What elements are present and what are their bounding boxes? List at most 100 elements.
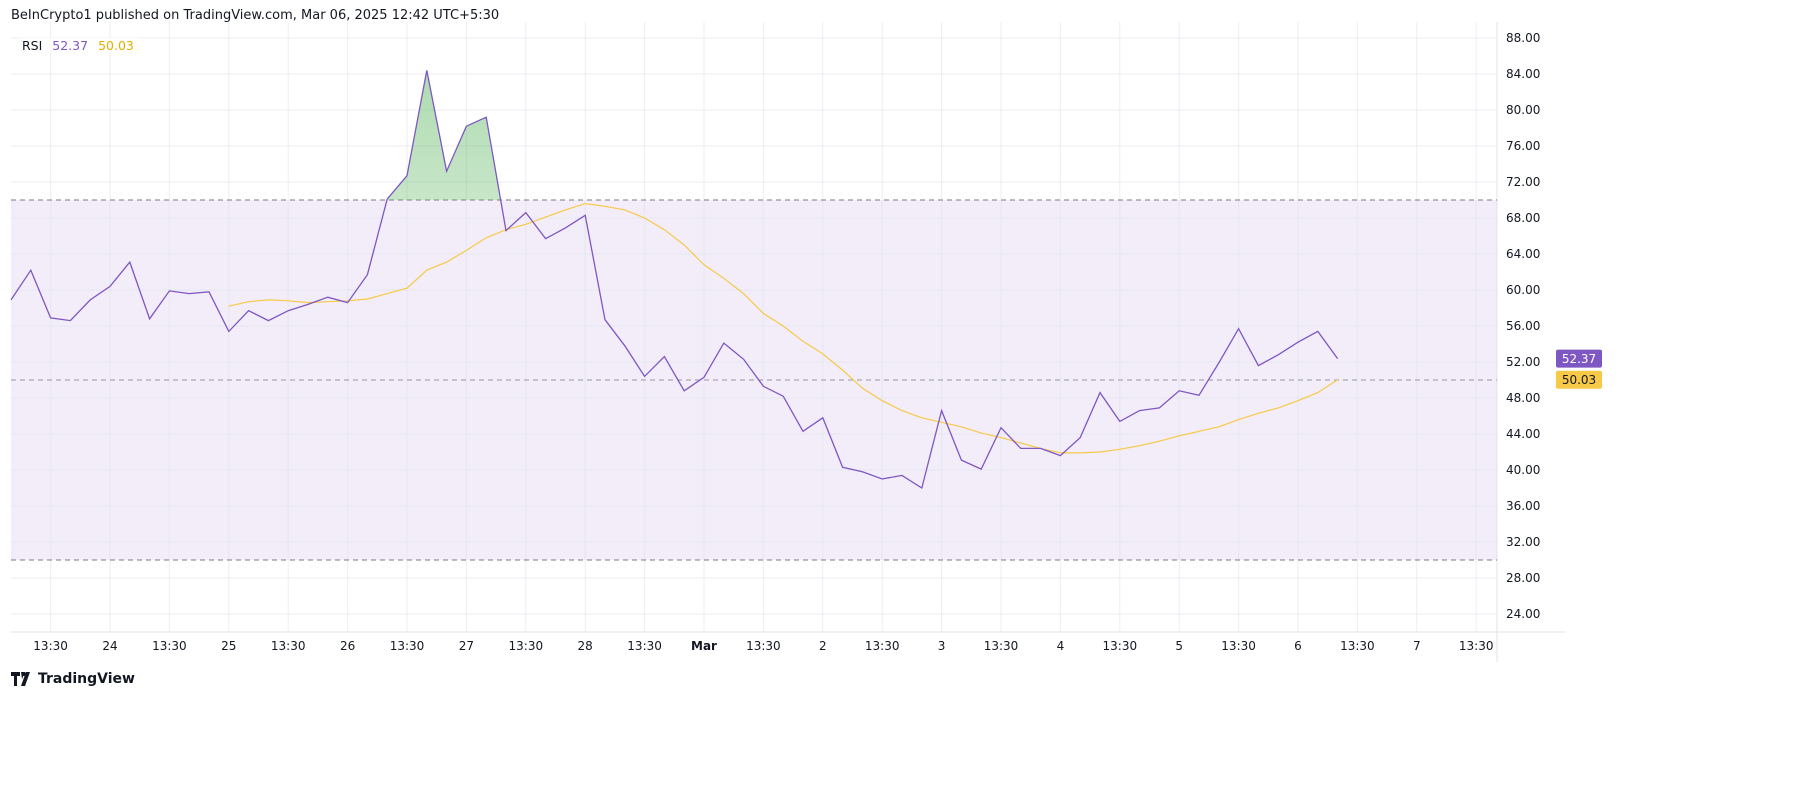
legend-name: RSI	[22, 38, 43, 53]
rsi-point	[583, 213, 587, 217]
rsi-point	[425, 68, 429, 72]
rsi-line	[10, 70, 1339, 490]
ma-point	[385, 292, 389, 296]
ma-point	[484, 236, 488, 240]
tradingview-logo-icon	[11, 672, 30, 686]
y-tick-label: 80.00	[1506, 103, 1540, 117]
ma-point	[722, 276, 726, 280]
ma-point	[801, 339, 805, 343]
rsi-point	[1197, 393, 1201, 397]
x-tick-label: 13:30	[1340, 639, 1375, 653]
rsi-point	[68, 319, 72, 323]
x-tick-label: 13:30	[865, 639, 900, 653]
x-tick-label: 13:30	[33, 639, 68, 653]
x-tick-label: 25	[221, 639, 236, 653]
x-tick-label: 13:30	[390, 639, 425, 653]
y-tick-label: 76.00	[1506, 139, 1540, 153]
ma-point	[979, 431, 983, 435]
ma-point	[603, 204, 607, 208]
ma-last-value-badge-text: 50.03	[1562, 373, 1596, 387]
logo-text: TradingView	[38, 671, 135, 687]
ma-point	[920, 416, 924, 420]
rsi-point	[187, 292, 191, 296]
ma-point	[524, 222, 528, 226]
rsi-last-value-badge-text: 52.37	[1562, 352, 1596, 366]
ma-point	[405, 286, 409, 290]
rsi-point	[1276, 353, 1280, 357]
rsi-point	[643, 374, 647, 378]
rsi-point	[9, 298, 13, 302]
rsi-point	[999, 426, 1003, 430]
rsi-point	[662, 355, 666, 359]
indicator-legend[interactable]: RSI 52.37 50.03	[20, 38, 142, 53]
rsi-point	[405, 174, 409, 178]
ma-point	[445, 260, 449, 264]
ma-point	[1039, 446, 1043, 450]
rsi-point	[979, 467, 983, 471]
rsi-point	[1118, 419, 1122, 423]
y-tick-label: 68.00	[1506, 211, 1540, 225]
ma-point	[781, 324, 785, 328]
rsi-point	[445, 169, 449, 173]
ma-point	[1256, 411, 1260, 415]
x-tick-label: 4	[1057, 639, 1065, 653]
ma-point	[940, 420, 944, 424]
ma-point	[1177, 434, 1181, 438]
y-tick-label: 24.00	[1506, 607, 1540, 621]
y-tick-label: 40.00	[1506, 463, 1540, 477]
rsi-chart[interactable]: 88.00 84.00 80.00 76.00 72.00 68.00 64.00 60.00…	[0, 0, 1805, 665]
x-tick-label: 6	[1294, 639, 1302, 653]
ma-point	[1019, 441, 1023, 445]
y-tick-label: 88.00	[1506, 31, 1540, 45]
ma-point	[821, 352, 825, 356]
rsi-point	[880, 477, 884, 481]
rsi-point	[742, 357, 746, 361]
ma-point	[1276, 406, 1280, 410]
ma-point	[1237, 418, 1241, 422]
ma-point	[1197, 429, 1201, 433]
ma-point	[504, 228, 508, 232]
ma-point	[346, 299, 350, 303]
rsi-point	[1078, 436, 1082, 440]
rsi-point	[841, 465, 845, 469]
ma-last-value-badge	[1556, 370, 1602, 389]
rsi-point	[623, 344, 627, 348]
rsi-point	[1256, 364, 1260, 368]
ma-point	[326, 300, 330, 304]
rsi-point	[227, 329, 231, 333]
ma-point	[464, 248, 468, 252]
y-tick-label: 52.00	[1506, 355, 1540, 369]
ma-point	[1118, 447, 1122, 451]
rsi-point	[128, 260, 132, 264]
rsi-point	[464, 124, 468, 128]
y-tick-label: 64.00	[1506, 247, 1540, 261]
rsi-point	[1019, 446, 1023, 450]
ma-point	[999, 436, 1003, 440]
ma-point	[1157, 439, 1161, 443]
rsi-point	[940, 409, 944, 413]
ma-point	[880, 399, 884, 403]
rsi-point	[1237, 327, 1241, 331]
rsi-point	[266, 319, 270, 323]
ma-point	[563, 208, 567, 212]
rsi-point	[801, 429, 805, 433]
rsi-point	[722, 341, 726, 345]
legend-rsi-value: 52.37	[52, 38, 89, 53]
rsi-point	[702, 375, 706, 379]
x-tick-label: 24	[102, 639, 117, 653]
rsi-point	[108, 284, 112, 288]
ma-point	[860, 386, 864, 390]
y-tick-label: 56.00	[1506, 319, 1540, 333]
x-tick-label: 13:30	[271, 639, 306, 653]
y-tick-label: 48.00	[1506, 391, 1540, 405]
ma-point	[742, 292, 746, 296]
y-tick-label: 32.00	[1506, 535, 1540, 549]
ma-point	[702, 263, 706, 267]
rsi-point	[1316, 329, 1320, 333]
rsi-point	[900, 473, 904, 477]
tradingview-logo[interactable]: TradingView	[11, 671, 135, 687]
rsi-point	[326, 295, 330, 299]
x-tick-label: 27	[459, 639, 474, 653]
rsi-point	[148, 317, 152, 321]
x-tick-label: Mar	[691, 639, 717, 653]
